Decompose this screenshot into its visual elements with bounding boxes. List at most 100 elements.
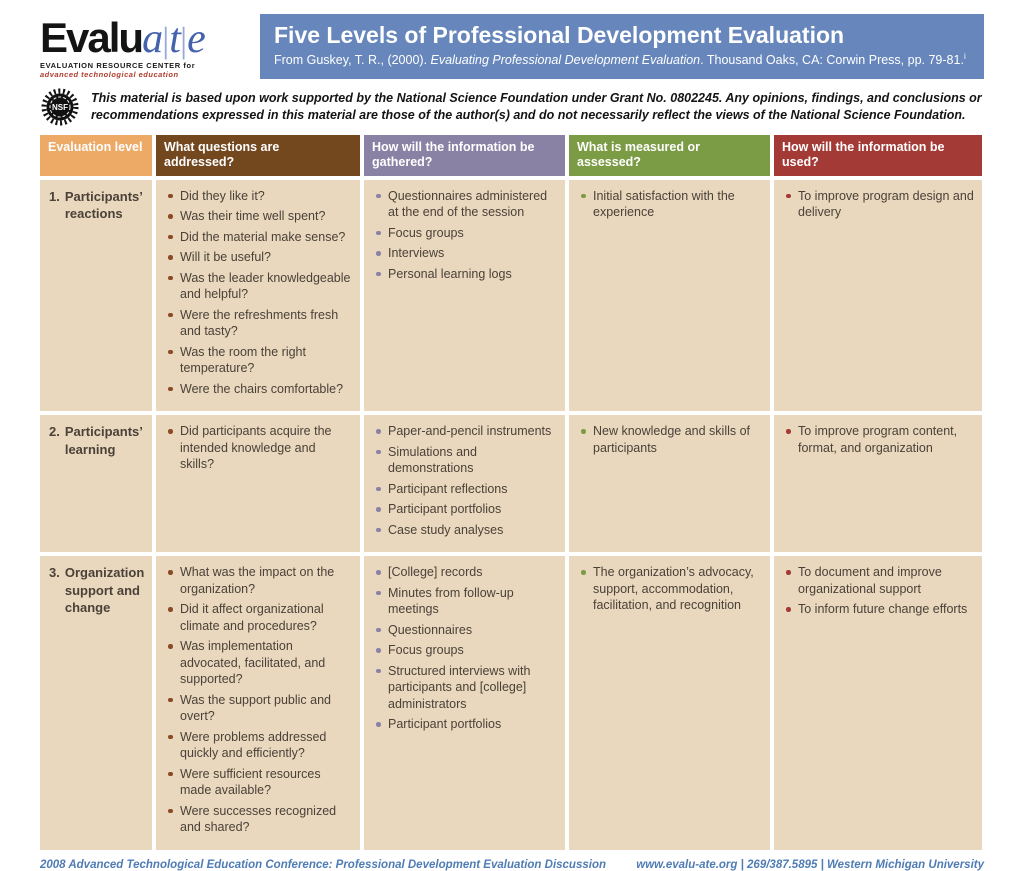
citation-prefix: From Guskey, T. R., (2000). bbox=[274, 53, 431, 68]
level-label: Organization support and change bbox=[64, 565, 145, 615]
gathered-cell: Paper-and-pencil instruments Simulations… bbox=[364, 415, 565, 553]
table-row: 1. Participants’ reactions Did they like… bbox=[40, 179, 984, 412]
list-item: Were problems addressed quickly and effi… bbox=[165, 729, 352, 762]
list-item: Personal learning logs bbox=[373, 266, 557, 283]
used-list: To improve program design and delivery bbox=[783, 188, 974, 221]
questions-cell: Did participants acquire the intended kn… bbox=[156, 415, 360, 553]
citation-endnote-marker: i bbox=[963, 52, 966, 62]
svg-text:NSF: NSF bbox=[52, 103, 68, 112]
list-item: Questionnaires bbox=[373, 622, 557, 639]
list-item: Was the leader knowledgeable and helpful… bbox=[165, 270, 352, 303]
list-item: Were successes recognized and shared? bbox=[165, 803, 352, 836]
list-item: Questionnaires administered at the end o… bbox=[373, 188, 557, 221]
list-item: The organization’s advocacy, support, ac… bbox=[578, 564, 762, 614]
nsf-seal-icon: NSF bbox=[41, 88, 79, 126]
logo-tagline-line1: EVALUATION RESOURCE CENTER for bbox=[40, 60, 196, 70]
table-row: 2. Participants’ learning Did participan… bbox=[40, 415, 984, 553]
question-list: Did participants acquire the intended kn… bbox=[165, 423, 352, 473]
list-item: Simulations and demonstrations bbox=[373, 444, 557, 477]
column-header-evaluation-level: Evaluation level bbox=[40, 134, 152, 176]
footer-contact-text: www.evalu-ate.org | 269/387.5895 | Weste… bbox=[636, 858, 984, 871]
list-item: Focus groups bbox=[373, 642, 557, 659]
level-cell: 3. Organization support and change bbox=[40, 556, 152, 850]
list-item: Did it affect organizational climate and… bbox=[165, 601, 352, 634]
footer-conference-text: 2008 Advanced Technological Education Co… bbox=[40, 858, 606, 871]
gathered-list: [College] records Minutes from follow-up… bbox=[373, 564, 557, 733]
wordmark-accent-t: t bbox=[169, 16, 181, 62]
list-item: Did they like it? bbox=[165, 188, 352, 205]
wordmark-black-part: Evalu bbox=[40, 14, 144, 61]
list-item: To inform future change efforts bbox=[783, 601, 974, 618]
measured-cell: New knowledge and skills of participants bbox=[569, 415, 770, 553]
list-item: Participant portfolios bbox=[373, 501, 557, 518]
list-item: To improve program design and delivery bbox=[783, 188, 974, 221]
level-cell: 1. Participants’ reactions bbox=[40, 179, 152, 412]
list-item: Were sufficient resources made available… bbox=[165, 766, 352, 799]
level-number: 2. bbox=[49, 424, 60, 440]
level-number: 1. bbox=[49, 188, 60, 204]
citation-book-title: Evaluating Professional Development Eval… bbox=[430, 53, 701, 68]
list-item: Interviews bbox=[373, 245, 557, 262]
used-cell: To improve program content, format, and … bbox=[774, 415, 982, 553]
list-item: Was the support public and overt? bbox=[165, 692, 352, 725]
list-item: Focus groups bbox=[373, 225, 557, 242]
list-item: Were the refreshments fresh and tasty? bbox=[165, 307, 352, 340]
used-cell: To improve program design and delivery bbox=[774, 179, 982, 412]
gathered-list: Questionnaires administered at the end o… bbox=[373, 188, 557, 283]
evaluate-logo: Evalua|t|e EVALUATION RESOURCE CENTER fo… bbox=[40, 14, 254, 79]
question-list: What was the impact on the organization?… bbox=[165, 564, 352, 836]
list-item: [College] records bbox=[373, 564, 557, 581]
list-item: Did the material make sense? bbox=[165, 229, 352, 246]
list-item: Case study analyses bbox=[373, 522, 557, 539]
table-row: 3. Organization support and change What … bbox=[40, 556, 984, 850]
list-item: Was the room the right temperature? bbox=[165, 344, 352, 377]
list-item: Participant reflections bbox=[373, 481, 557, 498]
page-footer: 2008 Advanced Technological Education Co… bbox=[40, 859, 984, 871]
wordmark-bar-icon: | bbox=[179, 20, 188, 60]
list-item: Will it be useful? bbox=[165, 249, 352, 266]
title-bar: Five Levels of Professional Development … bbox=[260, 14, 984, 79]
measured-cell: Initial satisfaction with the experience bbox=[569, 179, 770, 412]
logo-tagline-line2: advanced technological education bbox=[40, 69, 179, 79]
list-item: Paper-and-pencil instruments bbox=[373, 423, 557, 440]
column-header-used: How will the information be used? bbox=[774, 134, 982, 176]
level-label: Participants’ reactions bbox=[64, 188, 143, 222]
list-item: Minutes from follow-up meetings bbox=[373, 585, 557, 618]
list-item: Was implementation advocated, facilitate… bbox=[165, 638, 352, 688]
citation-suffix: . Thousand Oaks, CA: Corwin Press, pp. 7… bbox=[700, 53, 964, 68]
question-list: Did they like it? Was their time well sp… bbox=[165, 188, 352, 398]
list-item: Participant portfolios bbox=[373, 716, 557, 733]
gathered-cell: [College] records Minutes from follow-up… bbox=[364, 556, 565, 850]
disclaimer-text: This material is based upon work support… bbox=[91, 91, 982, 122]
table-header-row: Evaluation level What questions are addr… bbox=[40, 134, 984, 176]
header: Evalua|t|e EVALUATION RESOURCE CENTER fo… bbox=[40, 14, 984, 79]
evaluation-table: Evaluation level What questions are addr… bbox=[40, 134, 984, 850]
column-header-questions: What questions are addressed? bbox=[156, 134, 360, 176]
list-item: To improve program content, format, and … bbox=[783, 423, 974, 456]
gathered-list: Paper-and-pencil instruments Simulations… bbox=[373, 423, 557, 538]
measured-cell: The organization’s advocacy, support, ac… bbox=[569, 556, 770, 850]
column-header-gathered: How will the information be gathered? bbox=[364, 134, 565, 176]
list-item: Were the chairs comfortable? bbox=[165, 381, 352, 398]
used-list: To improve program content, format, and … bbox=[783, 423, 974, 456]
used-list: To document and improve organizational s… bbox=[783, 564, 974, 618]
column-header-measured: What is measured or assessed? bbox=[569, 134, 770, 176]
questions-cell: What was the impact on the organization?… bbox=[156, 556, 360, 850]
measured-list: New knowledge and skills of participants bbox=[578, 423, 762, 456]
list-item: To document and improve organizational s… bbox=[783, 564, 974, 597]
wordmark-accent-e: e bbox=[187, 16, 206, 62]
list-item: What was the impact on the organization? bbox=[165, 564, 352, 597]
level-label: Participants’ learning bbox=[64, 424, 143, 457]
list-item: Did participants acquire the intended kn… bbox=[165, 423, 352, 473]
level-cell: 2. Participants’ learning bbox=[40, 415, 152, 553]
list-item: Structured interviews with participants … bbox=[373, 663, 557, 713]
citation: From Guskey, T. R., (2000). Evaluating P… bbox=[274, 52, 970, 68]
page-title: Five Levels of Professional Development … bbox=[274, 22, 845, 48]
used-cell: To document and improve organizational s… bbox=[774, 556, 982, 850]
list-item: Initial satisfaction with the experience bbox=[578, 188, 762, 221]
level-number: 3. bbox=[49, 565, 60, 581]
questions-cell: Did they like it? Was their time well sp… bbox=[156, 179, 360, 412]
evaluate-wordmark: Evalua|t|e bbox=[40, 17, 254, 61]
wordmark-accent-a: a bbox=[142, 16, 163, 62]
wordmark-bar-icon: | bbox=[162, 20, 170, 60]
